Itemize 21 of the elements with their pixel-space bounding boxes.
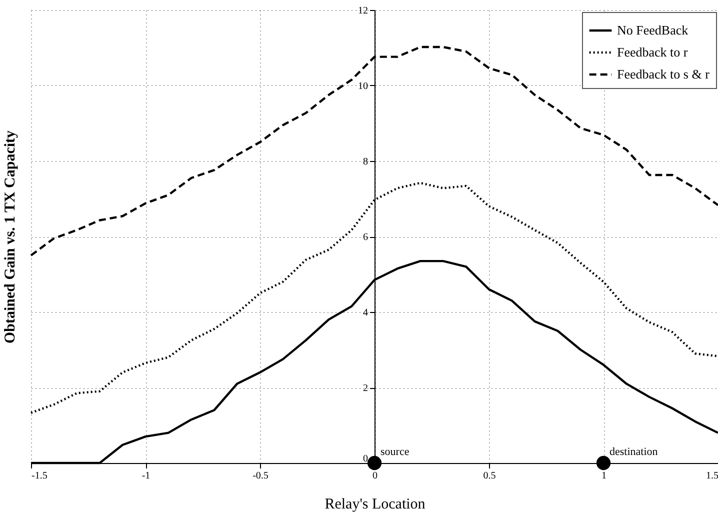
x-axis-title: Relay's Location [324, 496, 426, 512]
x-tick-label: 0.5 [483, 470, 496, 482]
y-tick-label: 6 [363, 232, 368, 243]
annotation: source [380, 446, 410, 458]
y-tick-label: 0 [363, 454, 368, 464]
y-tick-label: 12 [358, 6, 368, 16]
y-axis-title: Obtained Gain vs. 1 TX Capacity [2, 130, 18, 344]
y-tick-label: 4 [363, 308, 368, 318]
legend-label: Feedback to r [617, 44, 688, 60]
x-tick-label: -0.5 [252, 470, 268, 482]
x-tick-label: -1 [142, 470, 150, 482]
annotation: destination [610, 446, 658, 458]
y-tick-label: 8 [363, 156, 368, 168]
x-tick-label: 0 [372, 470, 378, 482]
legend-label: No FeedBack [617, 22, 689, 38]
y-tick-label: 10 [358, 81, 368, 92]
x-tick-label: 1 [602, 470, 606, 482]
x-tick-label: -1.5 [32, 470, 48, 482]
x-tick-label: 1.5 [706, 470, 718, 482]
legend-label: Feedback to s & r [617, 66, 710, 82]
y-tick-label: 2 [363, 383, 368, 394]
